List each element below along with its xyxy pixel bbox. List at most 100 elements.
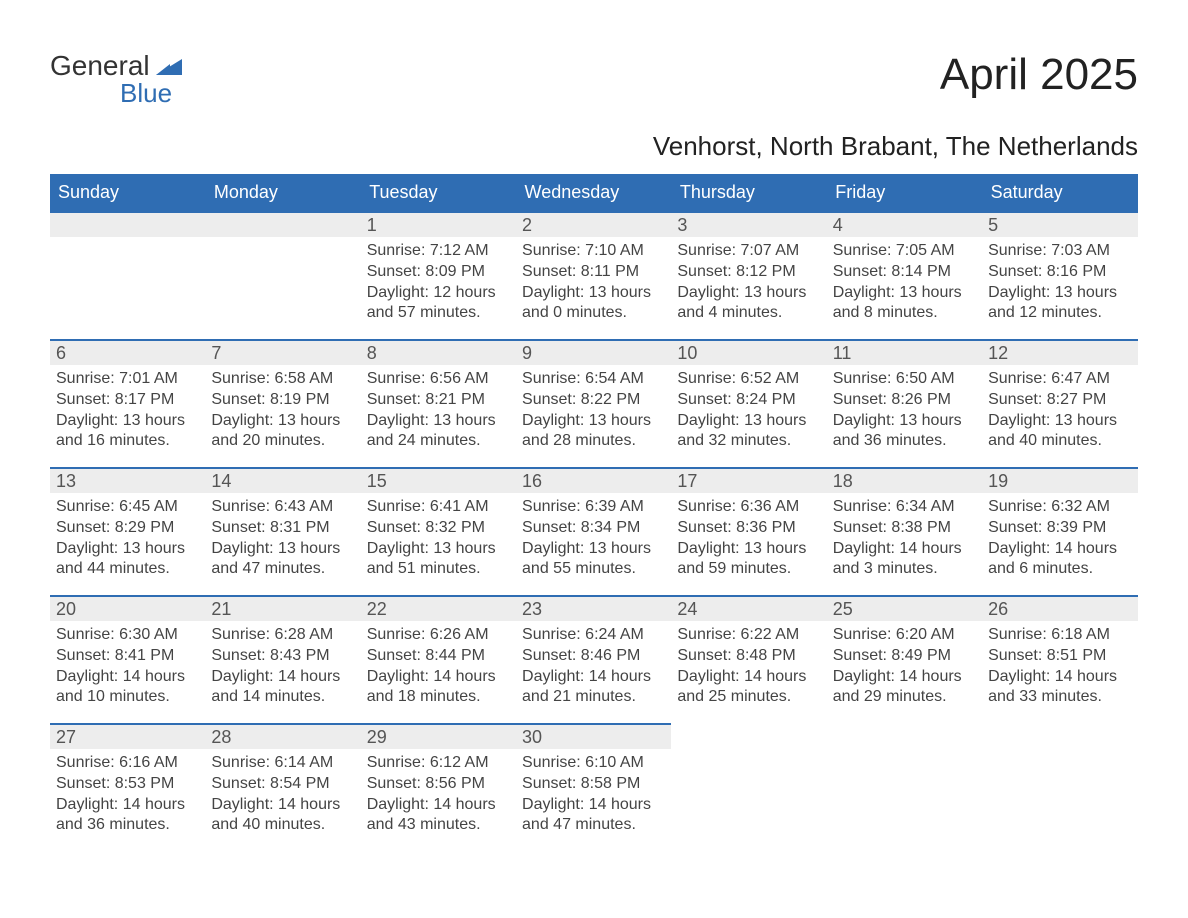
daylight-line-1: Daylight: 14 hours (56, 667, 199, 688)
day-body: Sunrise: 6:20 AMSunset: 8:49 PMDaylight:… (827, 621, 982, 712)
calendar-cell: 26Sunrise: 6:18 AMSunset: 8:51 PMDayligh… (982, 595, 1137, 723)
calendar-cell: 19Sunrise: 6:32 AMSunset: 8:39 PMDayligh… (982, 467, 1137, 595)
sunset-line: Sunset: 8:32 PM (367, 518, 510, 539)
day-number: 7 (205, 339, 360, 365)
calendar-cell: 12Sunrise: 6:47 AMSunset: 8:27 PMDayligh… (982, 339, 1137, 467)
weekday-header: Monday (205, 174, 360, 211)
logo-text-blue: Blue (120, 78, 180, 109)
sunset-line: Sunset: 8:38 PM (833, 518, 976, 539)
daylight-line-2: and 25 minutes. (677, 687, 820, 708)
calendar-cell: 8Sunrise: 6:56 AMSunset: 8:21 PMDaylight… (361, 339, 516, 467)
sunrise-line: Sunrise: 6:39 AM (522, 497, 665, 518)
daylight-line-2: and 29 minutes. (833, 687, 976, 708)
sunrise-line: Sunrise: 6:28 AM (211, 625, 354, 646)
daylight-line-2: and 10 minutes. (56, 687, 199, 708)
calendar-cell: 14Sunrise: 6:43 AMSunset: 8:31 PMDayligh… (205, 467, 360, 595)
weekday-header: Sunday (50, 174, 205, 211)
day-number: 22 (361, 595, 516, 621)
calendar-cell: 29Sunrise: 6:12 AMSunset: 8:56 PMDayligh… (361, 723, 516, 851)
daylight-line-1: Daylight: 14 hours (988, 539, 1131, 560)
calendar-cell (205, 211, 360, 339)
sunset-line: Sunset: 8:41 PM (56, 646, 199, 667)
day-number: 5 (982, 211, 1137, 237)
daylight-line-2: and 6 minutes. (988, 559, 1131, 580)
day-number: 13 (50, 467, 205, 493)
day-number: 4 (827, 211, 982, 237)
sunrise-line: Sunrise: 6:20 AM (833, 625, 976, 646)
sunrise-line: Sunrise: 6:56 AM (367, 369, 510, 390)
day-body: Sunrise: 6:32 AMSunset: 8:39 PMDaylight:… (982, 493, 1137, 584)
logo-text-general: General (50, 50, 150, 81)
day-body: Sunrise: 6:45 AMSunset: 8:29 PMDaylight:… (50, 493, 205, 584)
day-body: Sunrise: 6:18 AMSunset: 8:51 PMDaylight:… (982, 621, 1137, 712)
day-number: 11 (827, 339, 982, 365)
calendar-cell: 6Sunrise: 7:01 AMSunset: 8:17 PMDaylight… (50, 339, 205, 467)
day-number: 26 (982, 595, 1137, 621)
sunrise-line: Sunrise: 6:47 AM (988, 369, 1131, 390)
day-body: Sunrise: 7:07 AMSunset: 8:12 PMDaylight:… (671, 237, 826, 328)
daylight-line-1: Daylight: 13 hours (833, 411, 976, 432)
daylight-line-2: and 59 minutes. (677, 559, 820, 580)
day-number: 19 (982, 467, 1137, 493)
sunrise-line: Sunrise: 7:05 AM (833, 241, 976, 262)
sunrise-line: Sunrise: 6:14 AM (211, 753, 354, 774)
sunset-line: Sunset: 8:56 PM (367, 774, 510, 795)
daylight-line-2: and 14 minutes. (211, 687, 354, 708)
day-number: 10 (671, 339, 826, 365)
sunset-line: Sunset: 8:26 PM (833, 390, 976, 411)
calendar-cell (827, 723, 982, 851)
daylight-line-2: and 16 minutes. (56, 431, 199, 452)
weekday-header: Thursday (671, 174, 826, 211)
calendar-cell: 4Sunrise: 7:05 AMSunset: 8:14 PMDaylight… (827, 211, 982, 339)
calendar-cell: 7Sunrise: 6:58 AMSunset: 8:19 PMDaylight… (205, 339, 360, 467)
sunrise-line: Sunrise: 6:18 AM (988, 625, 1131, 646)
daylight-line-2: and 55 minutes. (522, 559, 665, 580)
daylight-line-2: and 18 minutes. (367, 687, 510, 708)
day-body: Sunrise: 6:47 AMSunset: 8:27 PMDaylight:… (982, 365, 1137, 456)
day-body: Sunrise: 6:58 AMSunset: 8:19 PMDaylight:… (205, 365, 360, 456)
daylight-line-2: and 47 minutes. (522, 815, 665, 836)
calendar-cell: 20Sunrise: 6:30 AMSunset: 8:41 PMDayligh… (50, 595, 205, 723)
sunrise-line: Sunrise: 6:52 AM (677, 369, 820, 390)
sunset-line: Sunset: 8:24 PM (677, 390, 820, 411)
daylight-line-1: Daylight: 14 hours (211, 795, 354, 816)
calendar-cell: 23Sunrise: 6:24 AMSunset: 8:46 PMDayligh… (516, 595, 671, 723)
daylight-line-1: Daylight: 12 hours (367, 283, 510, 304)
sunrise-line: Sunrise: 6:43 AM (211, 497, 354, 518)
sunrise-line: Sunrise: 6:54 AM (522, 369, 665, 390)
day-body: Sunrise: 6:28 AMSunset: 8:43 PMDaylight:… (205, 621, 360, 712)
sunrise-line: Sunrise: 6:32 AM (988, 497, 1131, 518)
daylight-line-1: Daylight: 13 hours (211, 411, 354, 432)
weekday-header: Wednesday (516, 174, 671, 211)
calendar-body: 1Sunrise: 7:12 AMSunset: 8:09 PMDaylight… (50, 211, 1138, 851)
sunset-line: Sunset: 8:36 PM (677, 518, 820, 539)
daylight-line-2: and 28 minutes. (522, 431, 665, 452)
day-number: 18 (827, 467, 982, 493)
day-number: 25 (827, 595, 982, 621)
sunset-line: Sunset: 8:34 PM (522, 518, 665, 539)
calendar-cell: 9Sunrise: 6:54 AMSunset: 8:22 PMDaylight… (516, 339, 671, 467)
day-body: Sunrise: 7:01 AMSunset: 8:17 PMDaylight:… (50, 365, 205, 456)
sunrise-line: Sunrise: 7:10 AM (522, 241, 665, 262)
calendar-cell: 21Sunrise: 6:28 AMSunset: 8:43 PMDayligh… (205, 595, 360, 723)
day-number: 21 (205, 595, 360, 621)
day-body: Sunrise: 6:50 AMSunset: 8:26 PMDaylight:… (827, 365, 982, 456)
weekday-header: Tuesday (361, 174, 516, 211)
day-body: Sunrise: 6:52 AMSunset: 8:24 PMDaylight:… (671, 365, 826, 456)
day-body: Sunrise: 6:30 AMSunset: 8:41 PMDaylight:… (50, 621, 205, 712)
daylight-line-2: and 57 minutes. (367, 303, 510, 324)
daylight-line-1: Daylight: 14 hours (211, 667, 354, 688)
sunset-line: Sunset: 8:16 PM (988, 262, 1131, 283)
day-number: 6 (50, 339, 205, 365)
daylight-line-2: and 4 minutes. (677, 303, 820, 324)
daylight-line-1: Daylight: 13 hours (988, 411, 1131, 432)
calendar-cell (671, 723, 826, 851)
calendar-cell: 13Sunrise: 6:45 AMSunset: 8:29 PMDayligh… (50, 467, 205, 595)
calendar-cell: 28Sunrise: 6:14 AMSunset: 8:54 PMDayligh… (205, 723, 360, 851)
daylight-line-2: and 44 minutes. (56, 559, 199, 580)
daylight-line-1: Daylight: 13 hours (367, 411, 510, 432)
sunrise-line: Sunrise: 6:58 AM (211, 369, 354, 390)
sunrise-line: Sunrise: 6:36 AM (677, 497, 820, 518)
day-body: Sunrise: 7:10 AMSunset: 8:11 PMDaylight:… (516, 237, 671, 328)
daylight-line-1: Daylight: 14 hours (522, 795, 665, 816)
